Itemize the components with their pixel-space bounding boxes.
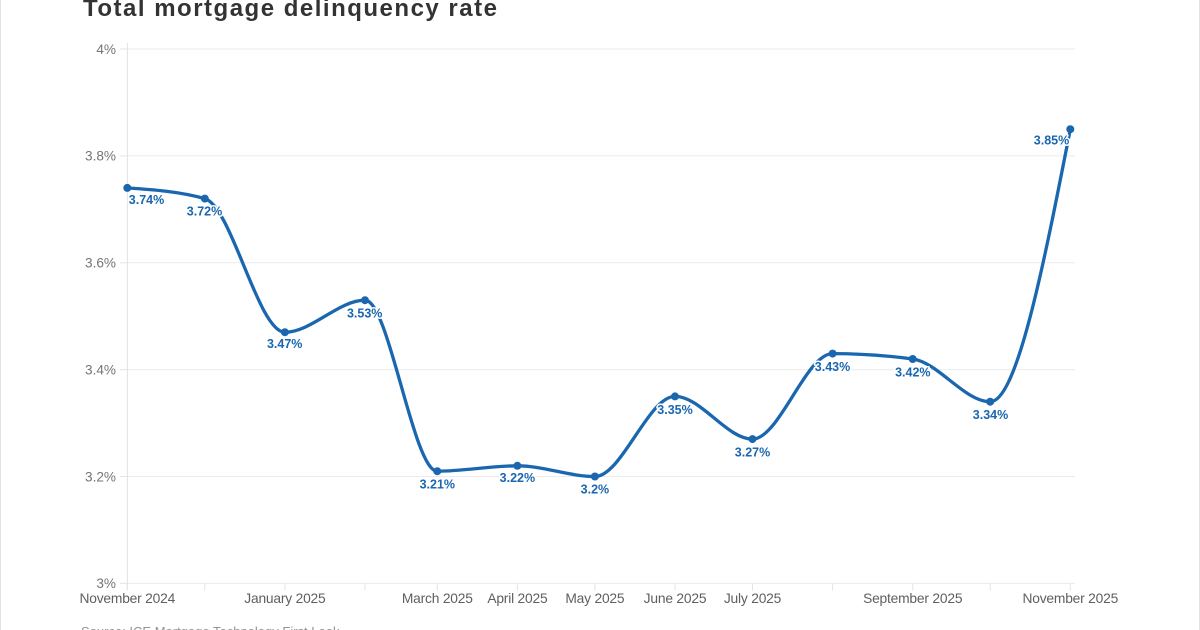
svg-text:3.72%: 3.72% (187, 205, 222, 219)
svg-text:November 2024: November 2024 (80, 591, 176, 606)
svg-text:3.21%: 3.21% (420, 478, 455, 492)
svg-text:3.2%: 3.2% (581, 483, 610, 497)
svg-text:3.22%: 3.22% (500, 471, 535, 485)
svg-text:July 2025: July 2025 (724, 591, 782, 606)
svg-text:3.6%: 3.6% (85, 256, 116, 271)
svg-text:Total mortgage delinquency rat: Total mortgage delinquency rate (83, 0, 498, 22)
svg-text:3%: 3% (96, 576, 116, 591)
svg-text:3.34%: 3.34% (973, 408, 1008, 422)
svg-text:May 2025: May 2025 (565, 591, 625, 606)
svg-text:3.47%: 3.47% (267, 337, 302, 351)
svg-text:3.85%: 3.85% (1034, 134, 1069, 148)
svg-text:3.35%: 3.35% (657, 403, 692, 417)
svg-text:April 2025: April 2025 (487, 591, 548, 606)
svg-text:March 2025: March 2025 (402, 591, 473, 606)
svg-text:June 2025: June 2025 (644, 591, 707, 606)
svg-text:3.43%: 3.43% (815, 360, 850, 374)
svg-text:3.4%: 3.4% (85, 362, 116, 377)
svg-text:3.42%: 3.42% (895, 365, 930, 379)
svg-text:3.2%: 3.2% (85, 469, 116, 484)
svg-text:4%: 4% (96, 42, 116, 57)
svg-text:September 2025: September 2025 (863, 591, 963, 606)
svg-text:3.27%: 3.27% (735, 446, 770, 460)
svg-text:Source: ICE Mortgage Technolog: Source: ICE Mortgage Technology First Lo… (81, 624, 340, 630)
svg-text:3.53%: 3.53% (347, 307, 382, 321)
svg-text:January 2025: January 2025 (244, 591, 326, 606)
svg-text:3.8%: 3.8% (85, 149, 116, 164)
svg-text:November 2025: November 2025 (1023, 591, 1119, 606)
svg-text:3.74%: 3.74% (129, 193, 164, 207)
